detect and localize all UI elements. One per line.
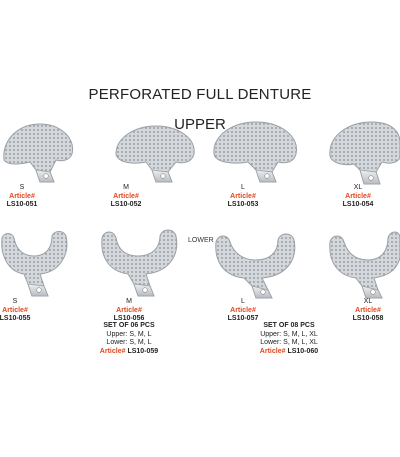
upper-caption-m: M Article# LS10-052 [71, 184, 181, 210]
article-code: LS10-059 [127, 347, 159, 355]
size-label: M [123, 184, 129, 191]
page-title: PERFORATED FULL DENTURE [88, 86, 312, 103]
article-label: Article# [230, 306, 256, 314]
lower-tray-image-l [215, 233, 296, 299]
article-code: LS10-053 [227, 201, 259, 208]
size-label: L [241, 298, 245, 305]
article-code: LS10-056 [113, 315, 145, 322]
article-label: Article# [113, 192, 139, 200]
article-label: Article# [259, 347, 286, 355]
article-label: Article# [116, 306, 142, 314]
article-label: Article# [2, 306, 28, 314]
lower-caption-m: M Article# LS10-056 [74, 298, 184, 324]
article-code: LS10-057 [227, 315, 259, 322]
set-06-block: SET OF 06 PCS Upper: S, M, L Lower: S, M… [64, 322, 194, 356]
article-label: Article# [355, 306, 381, 314]
set-08-block: SET OF 08 PCS Upper: S, M, L, XL Lower: … [224, 322, 354, 356]
size-label: S [12, 298, 18, 305]
article-code: LS10-060 [287, 347, 319, 355]
set-article-line: Article# LS10-059 [64, 348, 194, 357]
page-subtitle-upper: UPPER [174, 116, 226, 133]
lower-section-label: LOWER [188, 237, 214, 244]
article-label: Article# [230, 192, 256, 200]
article-code: LS10-054 [342, 201, 374, 208]
set-lower-sizes: Lower: S, M, L [106, 339, 152, 346]
lower-caption-s: S Article# LS10-055 [0, 298, 70, 324]
set-title: SET OF 06 PCS [103, 322, 155, 329]
set-upper-sizes: Upper: S, M, L, XL [260, 330, 318, 338]
size-label: S [19, 184, 25, 191]
upper-tray-image-xl [329, 121, 400, 185]
size-label: L [241, 184, 245, 191]
upper-tray-image-m [115, 125, 195, 183]
upper-tray-image-l [213, 121, 297, 183]
lower-tray-image-xl [329, 231, 400, 299]
size-label: XL [353, 184, 363, 191]
set-title: SET OF 08 PCS [263, 322, 315, 329]
article-code: LS10-051 [6, 201, 38, 208]
size-label: XL [363, 298, 373, 305]
article-label: Article# [345, 192, 371, 200]
lower-caption-xl: XL Article# LS10-058 [313, 298, 400, 324]
lower-tray-image-s [1, 231, 68, 297]
upper-caption-s: S Article# LS10-051 [0, 184, 77, 210]
lower-caption-l: L Article# LS10-057 [188, 298, 298, 324]
set-article-line: Article# LS10-060 [224, 348, 354, 357]
lower-tray-image-m [101, 229, 178, 297]
article-code: LS10-055 [0, 315, 31, 322]
upper-tray-image-s [3, 123, 74, 183]
article-code: LS10-052 [110, 201, 142, 208]
set-lower-sizes: Lower: S, M, L, XL [260, 339, 318, 346]
article-label: Article# [99, 347, 126, 355]
article-label: Article# [9, 192, 35, 200]
upper-caption-l: L Article# LS10-053 [188, 184, 298, 210]
article-code: LS10-058 [352, 315, 384, 322]
set-upper-sizes: Upper: S, M, L [106, 330, 152, 338]
size-label: M [126, 298, 132, 305]
upper-caption-xl: XL Article# LS10-054 [303, 184, 400, 210]
